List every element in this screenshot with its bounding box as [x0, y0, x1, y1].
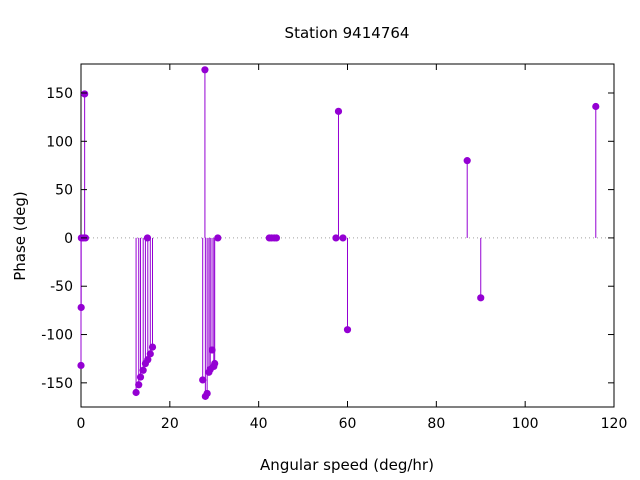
data-point [201, 66, 209, 74]
y-tick-label: -100 [41, 328, 73, 344]
data-point [139, 366, 147, 374]
y-tick-label: -50 [50, 279, 73, 295]
y-tick-label: -150 [41, 376, 73, 392]
x-axis-ticks: 0 20 40 60 80 100 120 [77, 64, 628, 432]
x-tick-label: 100 [512, 416, 539, 432]
data-point [144, 356, 152, 364]
data-point [332, 234, 340, 242]
data-point [272, 234, 281, 242]
x-tick-label: 40 [250, 416, 268, 432]
data-point [199, 376, 207, 384]
data-point [463, 157, 471, 165]
data-point [334, 107, 343, 115]
data-point [81, 90, 89, 98]
x-tick-label: 60 [339, 416, 357, 432]
data-point [135, 381, 143, 389]
data-point [143, 234, 152, 242]
x-tick-label: 0 [77, 416, 86, 432]
x-tick-label: 80 [427, 416, 445, 432]
y-tick-label: 100 [46, 134, 73, 150]
plot-area [77, 63, 615, 408]
y-tick-label: 50 [55, 183, 73, 199]
data-point [203, 389, 211, 398]
data-point [146, 350, 154, 358]
data-point [148, 343, 157, 351]
data-point [136, 373, 145, 381]
data-point [214, 234, 222, 242]
data-point [339, 234, 347, 242]
data-point [77, 303, 85, 312]
data-point [208, 346, 216, 354]
data-point [477, 294, 485, 302]
data-point [132, 388, 140, 397]
data-point [211, 359, 219, 368]
chart-title: Station 9414764 [285, 24, 410, 42]
data-point [592, 102, 600, 111]
data-point [343, 326, 352, 334]
x-tick-label: 20 [161, 416, 179, 432]
y-tick-label: 0 [64, 231, 73, 247]
x-axis-label: Angular speed (deg/hr) [260, 456, 434, 474]
x-tick-label: 120 [601, 416, 628, 432]
y-axis-ticks: -150 -100 -50 0 50 100 150 [41, 86, 614, 392]
y-tick-label: 150 [46, 86, 73, 102]
data-point [77, 361, 85, 370]
y-axis-label: Phase (deg) [11, 191, 29, 281]
